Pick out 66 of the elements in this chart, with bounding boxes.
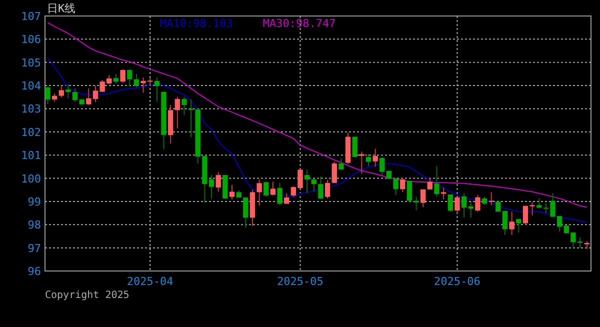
candlestick (406, 180, 412, 202)
candlestick (304, 169, 310, 194)
y-tick-label: 102 (21, 126, 41, 139)
candlestick (318, 176, 324, 200)
x-tick-label: 2025-04 (126, 275, 174, 288)
candlestick (182, 96, 187, 116)
candlestick (277, 182, 282, 206)
y-tick-label: 107 (21, 10, 41, 23)
candlestick (45, 86, 50, 105)
text: MA30:98.747 (262, 17, 336, 30)
candlestick (324, 179, 330, 199)
candlestick (488, 192, 494, 206)
chart-title: 日K线 (47, 2, 76, 15)
candlestick (509, 211, 514, 236)
candlestick (58, 84, 64, 98)
candlestick (516, 218, 522, 234)
candlestick (134, 73, 140, 88)
y-tick-label: 99 (28, 195, 41, 208)
candlestick (66, 84, 71, 99)
y-tick-label: 106 (21, 33, 41, 46)
candlestick (113, 73, 119, 84)
candlestick (427, 177, 433, 190)
candlestick (454, 196, 460, 214)
candlestick (256, 178, 262, 206)
candlestick (420, 188, 426, 208)
candlestick (366, 153, 372, 166)
candlestick (448, 194, 454, 212)
text: MA10:98.103 (160, 17, 233, 30)
candlestick (264, 182, 269, 198)
candlestick (120, 68, 126, 84)
candlestick (229, 184, 235, 200)
y-tick-label: 98 (28, 218, 41, 232)
candlestick (174, 96, 180, 129)
candlestick (188, 98, 194, 138)
candlestick (270, 181, 276, 196)
candlestick (284, 192, 290, 204)
candlestick (440, 187, 446, 200)
y-tick-label: 101 (21, 149, 41, 162)
candlestick (154, 76, 160, 102)
x-tick-label: 2025-06 (434, 275, 480, 288)
candlestick (359, 151, 364, 174)
y-tick-label: 97 (28, 242, 41, 255)
candlestick (536, 198, 542, 209)
candlestick (414, 196, 419, 211)
candlestick (222, 174, 228, 200)
candlestick (72, 88, 78, 102)
y-tick-label: 103 (21, 102, 41, 116)
candlestick (434, 165, 440, 198)
candlestick (338, 158, 344, 170)
candlestick (311, 178, 317, 192)
y-tick-label: 96 (28, 265, 41, 278)
y-tick-label: 100 (21, 172, 41, 186)
candlestick (400, 177, 406, 193)
y-tick-label: 104 (21, 80, 42, 93)
text: Copyright 2025 (45, 290, 130, 301)
candlestick (393, 178, 398, 196)
x-tick-label: 2025-05 (277, 275, 324, 288)
candlestick (475, 194, 480, 212)
y-tick-label: 105 (21, 56, 41, 70)
candlestick (372, 148, 378, 168)
candlestick (332, 161, 337, 184)
candlestick (127, 68, 132, 88)
candlestick (216, 172, 221, 192)
candlestick (352, 136, 358, 158)
candlestick (243, 197, 248, 228)
candlestick (461, 192, 467, 218)
